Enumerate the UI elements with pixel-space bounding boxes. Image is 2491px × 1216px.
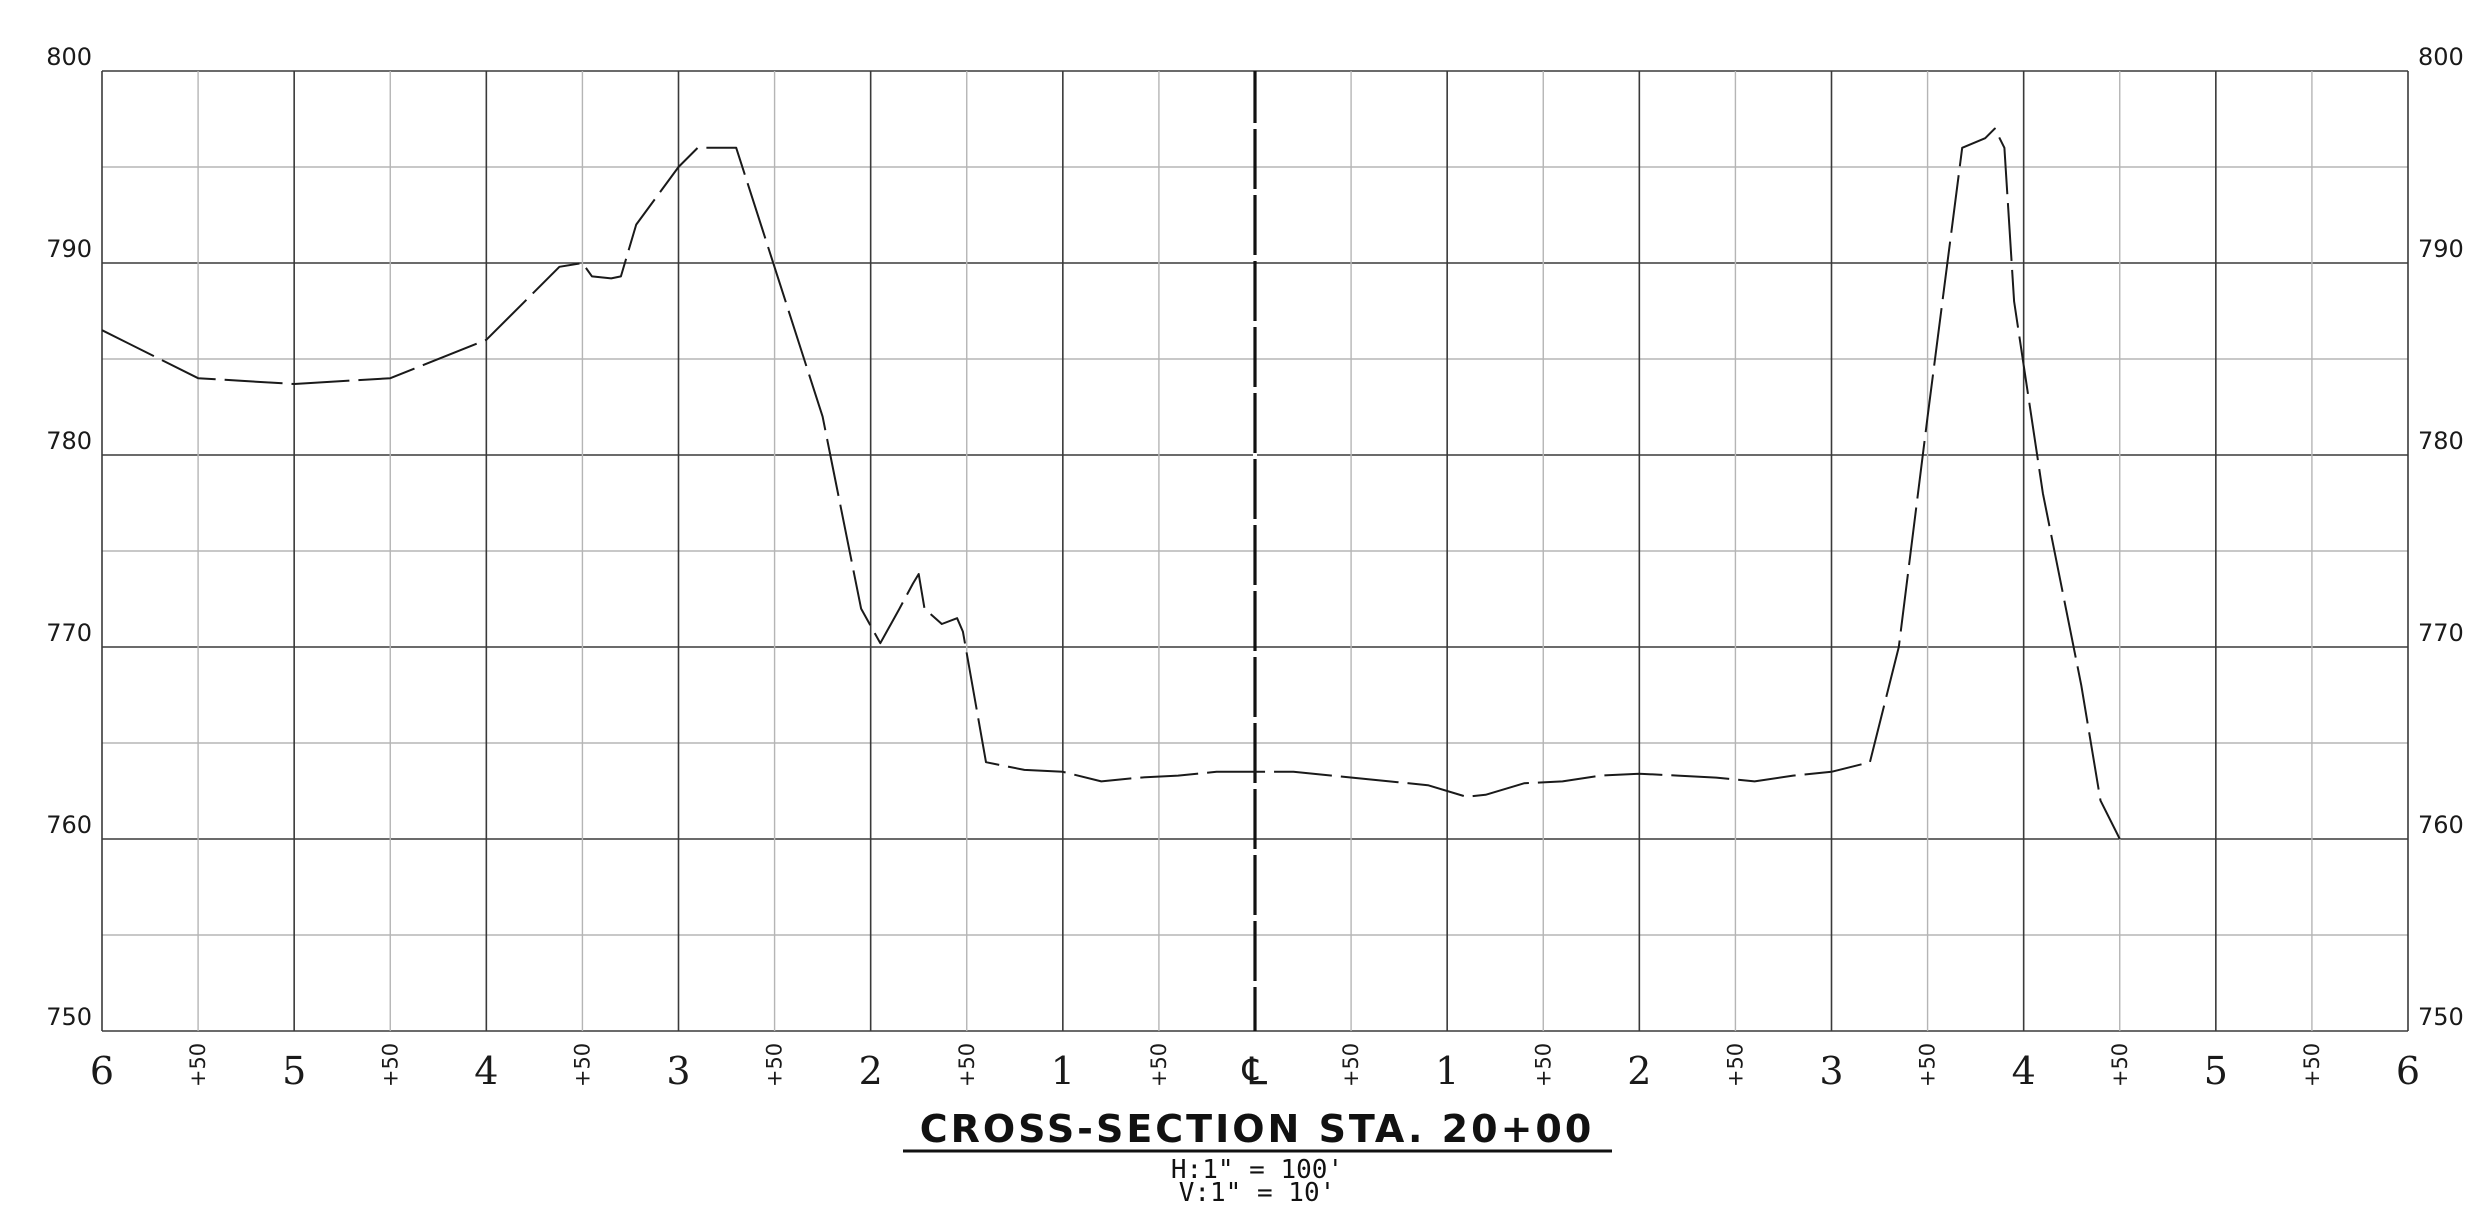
station-label: 5 bbox=[282, 1049, 306, 1093]
station-plus50-label: +50 bbox=[763, 1043, 787, 1087]
station-label: 4 bbox=[2012, 1049, 2036, 1093]
station-label: 1 bbox=[1435, 1049, 1459, 1093]
elevation-label-left: 780 bbox=[46, 427, 92, 455]
station-plus50-label: +50 bbox=[186, 1043, 210, 1087]
vertical-scale: V:1" = 10' bbox=[1179, 1178, 1336, 1208]
elevation-label-left: 760 bbox=[46, 811, 92, 839]
axis-labels: 800 800 790 790 780 780 770 770 760 760 750 750 6 5 4 3… bbox=[46, 43, 2464, 1093]
station-label: 6 bbox=[90, 1049, 114, 1093]
station-plus50-label: +50 bbox=[2108, 1043, 2132, 1087]
station-label: 6 bbox=[2396, 1049, 2420, 1093]
station-plus50-label: +50 bbox=[955, 1043, 979, 1087]
elevation-label-left: 770 bbox=[46, 619, 92, 647]
ground-profile-line bbox=[101, 127, 2121, 840]
station-label: 2 bbox=[859, 1049, 883, 1093]
station-label: 2 bbox=[1627, 1049, 1651, 1093]
elevation-label-right: 760 bbox=[2418, 811, 2464, 839]
elevation-label-right: 770 bbox=[2418, 619, 2464, 647]
station-label: 5 bbox=[2204, 1049, 2228, 1093]
station-plus50-label: +50 bbox=[2300, 1043, 2324, 1087]
station-label: 3 bbox=[1819, 1049, 1843, 1093]
station-label: 4 bbox=[474, 1049, 498, 1093]
elevation-label-left: 750 bbox=[46, 1003, 92, 1031]
elevation-label-right: 800 bbox=[2418, 43, 2464, 71]
grid bbox=[101, 70, 2409, 1032]
station-plus50-label: +50 bbox=[570, 1043, 594, 1087]
station-plus50-label: +50 bbox=[1339, 1043, 1363, 1087]
station-plus50-label: +50 bbox=[1531, 1043, 1555, 1087]
station-plus50-label: +50 bbox=[1916, 1043, 1940, 1087]
ground-profile bbox=[101, 127, 2121, 840]
elevation-label-left: 800 bbox=[46, 43, 92, 71]
chart-title: CROSS-SECTION STA. 20+00 bbox=[920, 1107, 1595, 1151]
station-label: 1 bbox=[1051, 1049, 1075, 1093]
elevation-label-right: 780 bbox=[2418, 427, 2464, 455]
elevation-label-right: 750 bbox=[2418, 1003, 2464, 1031]
chart-title-block: CROSS-SECTION STA. 20+00 H:1" = 100' V:1… bbox=[903, 1107, 1612, 1208]
station-plus50-label: +50 bbox=[378, 1043, 402, 1087]
station-plus50-label: +50 bbox=[1723, 1043, 1747, 1087]
station-plus50-label: +50 bbox=[1147, 1043, 1171, 1087]
elevation-label-right: 790 bbox=[2418, 235, 2464, 263]
station-label: 3 bbox=[666, 1049, 690, 1093]
horizontal-scale: H:1" = 100' bbox=[1171, 1155, 1343, 1185]
elevation-label-left: 790 bbox=[46, 235, 92, 263]
centerline-symbol: ℄ bbox=[1242, 1049, 1268, 1093]
